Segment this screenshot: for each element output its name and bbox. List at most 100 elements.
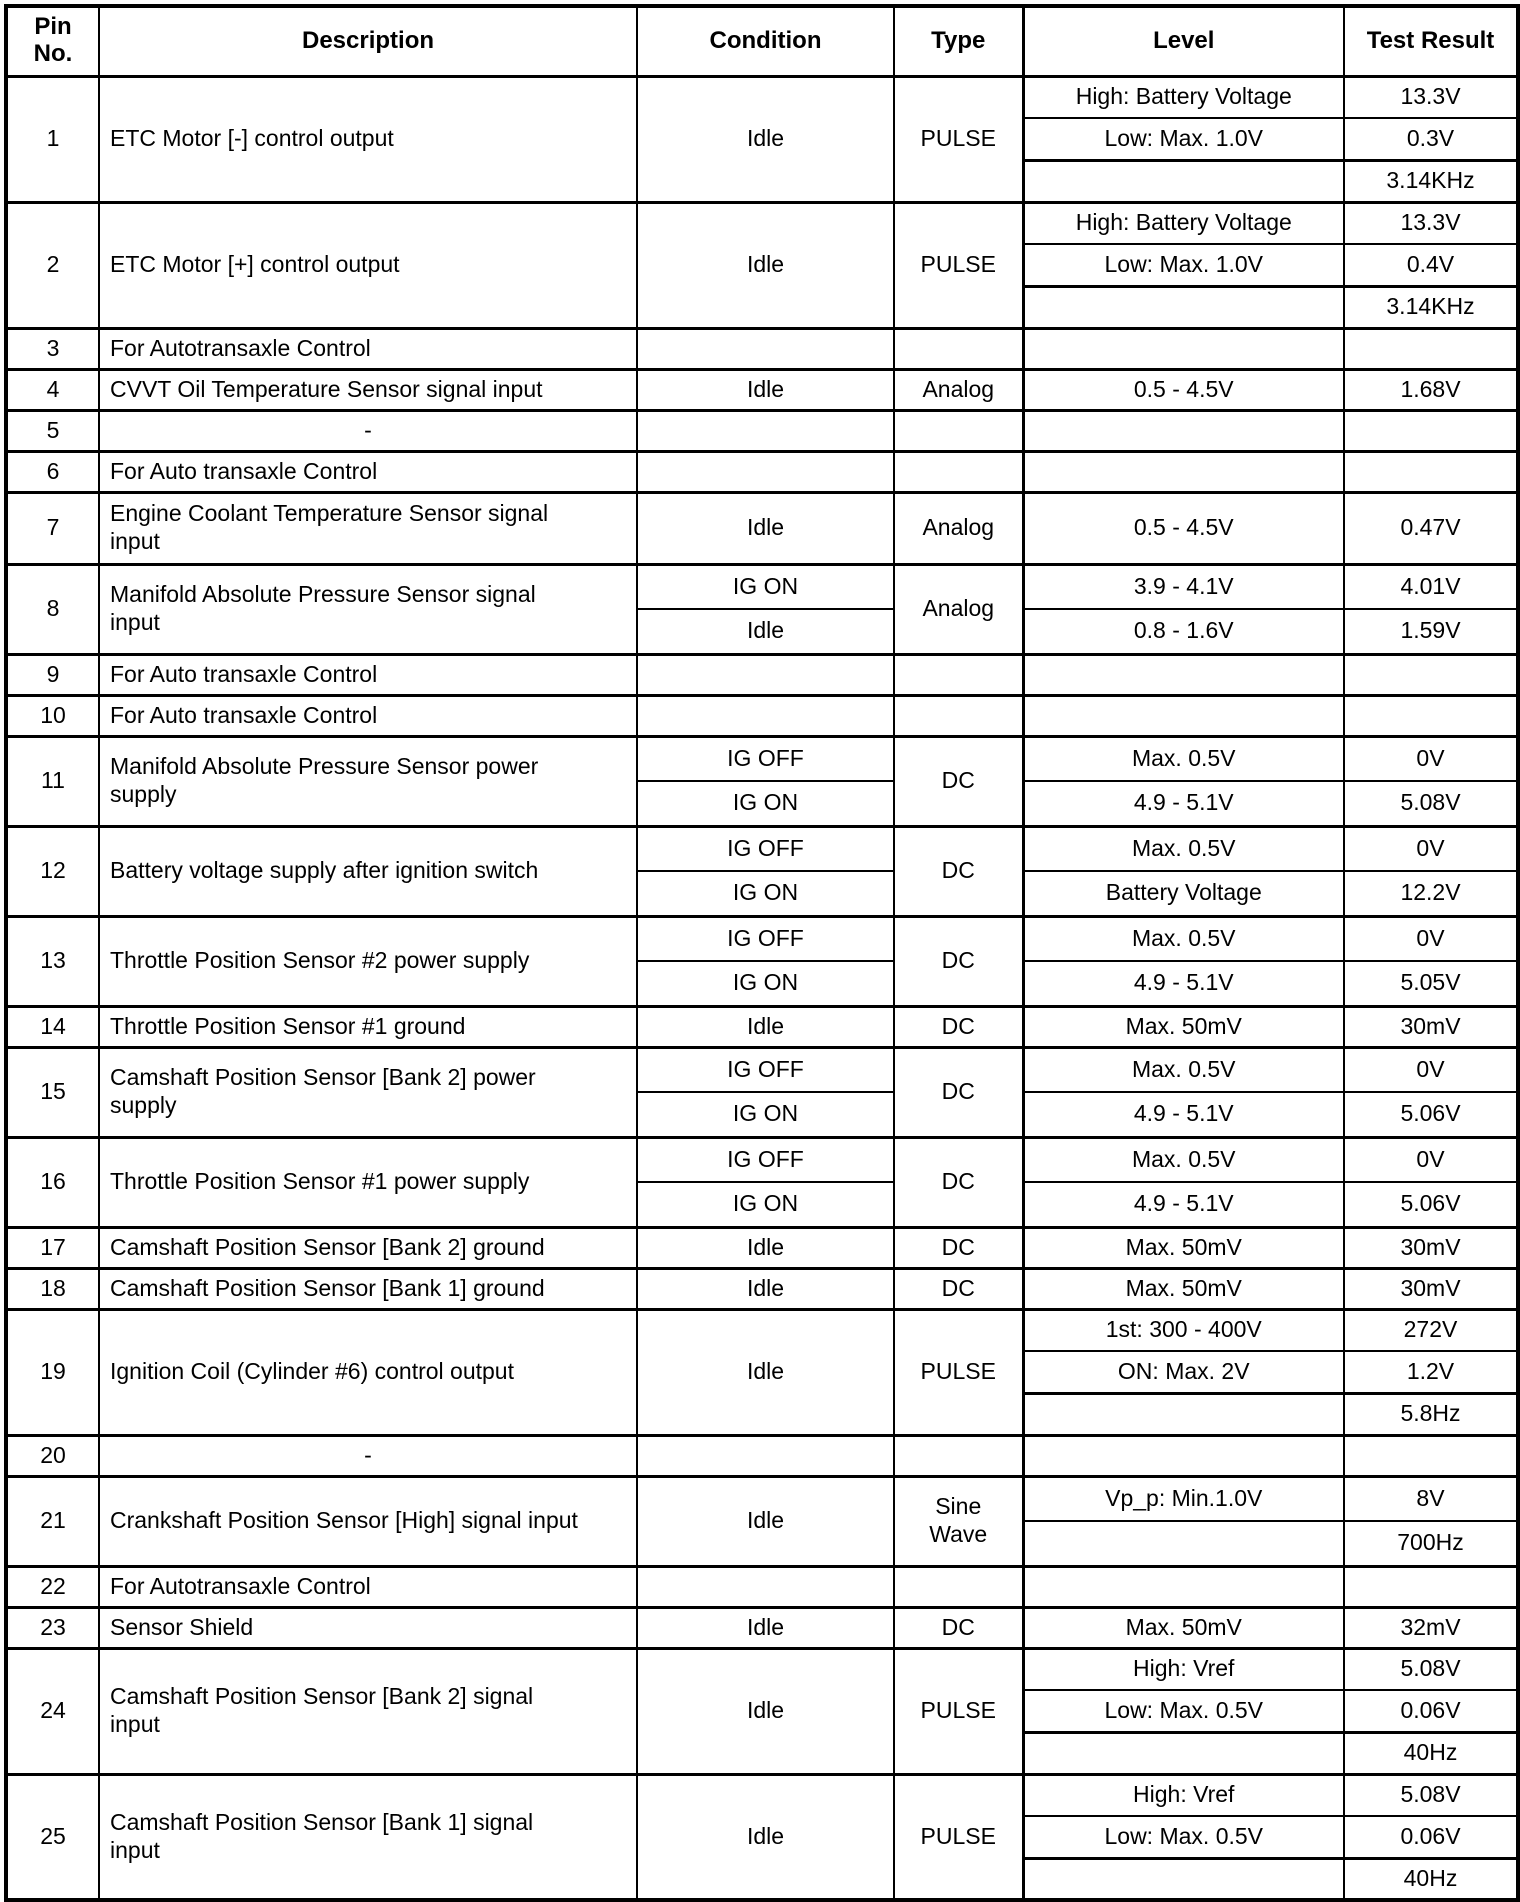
description-cell: Camshaft Position Sensor [Bank 2] power … bbox=[98, 1045, 638, 1138]
condition-cell: Idle bbox=[636, 608, 895, 655]
level-cell: 0.5 - 4.5V bbox=[1021, 367, 1345, 411]
result-cell bbox=[1343, 652, 1519, 696]
result-cell bbox=[1343, 449, 1519, 493]
pin-number-cell: 24 bbox=[5, 1646, 100, 1775]
type-cell: DC bbox=[893, 1266, 1024, 1310]
pin-number-cell: 5 bbox=[5, 408, 100, 452]
result-cell: 5.06V bbox=[1343, 1091, 1519, 1138]
level-cell: Max. 0.5V bbox=[1021, 914, 1345, 962]
table-row: 6 For Auto transaxle Control bbox=[5, 449, 1519, 493]
result-cell: 0.47V bbox=[1343, 490, 1519, 565]
description-cell: Throttle Position Sensor #1 ground bbox=[98, 1004, 638, 1048]
pin-number-cell: 13 bbox=[5, 914, 100, 1007]
level-cell: Vp_p: Min.1.0V bbox=[1021, 1474, 1345, 1522]
table-row: 1 ETC Motor [-] control output Idle PULS… bbox=[5, 74, 1519, 203]
description-cell: Camshaft Position Sensor [Bank 2] signal… bbox=[98, 1646, 638, 1775]
table-row: 20 - bbox=[5, 1433, 1519, 1477]
type-cell bbox=[893, 408, 1024, 452]
description-cell: For Auto transaxle Control bbox=[98, 693, 638, 737]
table-row: 18 Camshaft Position Sensor [Bank 1] gro… bbox=[5, 1266, 1519, 1310]
type-cell: PULSE bbox=[893, 74, 1024, 203]
result-cell: 0.06V bbox=[1343, 1689, 1519, 1733]
description-cell: For Auto transaxle Control bbox=[98, 652, 638, 696]
pin-number-cell: 21 bbox=[5, 1474, 100, 1567]
pin-number-cell: 6 bbox=[5, 449, 100, 493]
table-row: 15 Camshaft Position Sensor [Bank 2] pow… bbox=[5, 1045, 1519, 1138]
level-cell bbox=[1021, 1391, 1345, 1436]
result-cell: 0.3V bbox=[1343, 117, 1519, 161]
pin-number-cell: 22 bbox=[5, 1564, 100, 1608]
table-row: 13 Throttle Position Sensor #2 power sup… bbox=[5, 914, 1519, 1007]
result-cell: 272V bbox=[1343, 1307, 1519, 1352]
type-cell: DC bbox=[893, 1605, 1024, 1649]
pin-number-cell: 20 bbox=[5, 1433, 100, 1477]
pin-number-cell: 4 bbox=[5, 367, 100, 411]
level-cell: 4.9 - 5.1V bbox=[1021, 1091, 1345, 1138]
type-cell bbox=[893, 449, 1024, 493]
table-row: IG ON 4.9 - 5.1V 5.06V bbox=[6, 1181, 1519, 1228]
level-cell: 4.9 - 5.1V bbox=[1021, 780, 1345, 827]
table-row: 23 Sensor Shield Idle DC Max. 50mV 32mV bbox=[5, 1605, 1519, 1649]
condition-cell: IG OFF bbox=[636, 1045, 895, 1093]
level-cell: 3.9 - 4.1V bbox=[1021, 562, 1345, 610]
condition-cell: Idle bbox=[636, 1004, 895, 1048]
level-cell bbox=[1021, 1730, 1345, 1775]
table-row: 3.14KHz bbox=[6, 284, 1519, 329]
table-row: 17 Camshaft Position Sensor [Bank 2] gro… bbox=[5, 1225, 1519, 1269]
table-row: 11 Manifold Absolute Pressure Sensor pow… bbox=[5, 734, 1519, 827]
level-cell: Low: Max. 0.5V bbox=[1021, 1689, 1345, 1733]
result-cell: 13.3V bbox=[1343, 74, 1519, 119]
table-row: IG ON 4.9 - 5.1V 5.05V bbox=[6, 960, 1519, 1007]
description-cell: Throttle Position Sensor #1 power supply bbox=[98, 1135, 638, 1228]
table-row: 12 Battery voltage supply after ignition… bbox=[5, 824, 1519, 917]
result-cell: 1.59V bbox=[1343, 608, 1519, 655]
description-cell: ETC Motor [+] control output bbox=[98, 200, 638, 329]
type-cell bbox=[893, 1433, 1024, 1477]
description-cell: Camshaft Position Sensor [Bank 1] ground bbox=[98, 1266, 638, 1310]
level-cell: High: Battery Voltage bbox=[1021, 74, 1345, 119]
table-row: Low: Max. 1.0V 0.3V bbox=[6, 117, 1519, 161]
table-row: 19 Ignition Coil (Cylinder #6) control o… bbox=[5, 1307, 1519, 1436]
pin-number-cell: 2 bbox=[5, 200, 100, 329]
description-cell: Sensor Shield bbox=[98, 1605, 638, 1649]
table-row: Idle 0.8 - 1.6V 1.59V bbox=[6, 608, 1519, 655]
pin-number-cell: 1 bbox=[5, 74, 100, 203]
level-cell bbox=[1021, 326, 1345, 370]
result-cell: 4.01V bbox=[1343, 562, 1519, 610]
type-cell bbox=[893, 326, 1024, 370]
table-row: 5 - bbox=[5, 408, 1519, 452]
ecm-terminal-inspection-table: Pin No. Description Condition Type Level… bbox=[4, 4, 1520, 1902]
type-cell: Sine Wave bbox=[893, 1474, 1024, 1567]
condition-cell: Idle bbox=[636, 1474, 895, 1567]
table-row: ON: Max. 2V 1.2V bbox=[6, 1350, 1519, 1394]
type-cell: Analog bbox=[893, 367, 1024, 411]
result-cell: 40Hz bbox=[1343, 1730, 1519, 1775]
result-cell: 5.08V bbox=[1343, 780, 1519, 827]
level-cell: Max. 50mV bbox=[1021, 1004, 1345, 1048]
table-row: 700Hz bbox=[6, 1520, 1519, 1567]
description-cell: Crankshaft Position Sensor [High] signal… bbox=[98, 1474, 638, 1567]
description-cell: Camshaft Position Sensor [Bank 1] signal… bbox=[98, 1772, 638, 1901]
condition-cell: Idle bbox=[636, 1266, 895, 1310]
result-cell: 5.05V bbox=[1343, 960, 1519, 1007]
condition-cell bbox=[636, 1564, 895, 1608]
type-cell: PULSE bbox=[893, 1646, 1024, 1775]
level-cell: 0.8 - 1.6V bbox=[1021, 608, 1345, 655]
table-row: 4 CVVT Oil Temperature Sensor signal inp… bbox=[5, 367, 1519, 411]
level-cell: 4.9 - 5.1V bbox=[1021, 1181, 1345, 1228]
table-row: IG ON 4.9 - 5.1V 5.08V bbox=[6, 780, 1519, 827]
level-cell: Battery Voltage bbox=[1021, 870, 1345, 917]
level-cell: Low: Max. 0.5V bbox=[1021, 1815, 1345, 1859]
condition-cell: IG OFF bbox=[636, 824, 895, 872]
table-row: 3.14KHz bbox=[6, 158, 1519, 203]
type-cell: DC bbox=[893, 914, 1024, 1007]
result-cell bbox=[1343, 1564, 1519, 1608]
level-cell: 4.9 - 5.1V bbox=[1021, 960, 1345, 1007]
pin-number-cell: 12 bbox=[5, 824, 100, 917]
description-cell: Engine Coolant Temperature Sensor signal… bbox=[98, 490, 638, 565]
description-cell: Manifold Absolute Pressure Sensor signal… bbox=[98, 562, 638, 655]
table-row: 5.8Hz bbox=[6, 1391, 1519, 1436]
description-cell: Battery voltage supply after ignition sw… bbox=[98, 824, 638, 917]
condition-cell bbox=[636, 326, 895, 370]
